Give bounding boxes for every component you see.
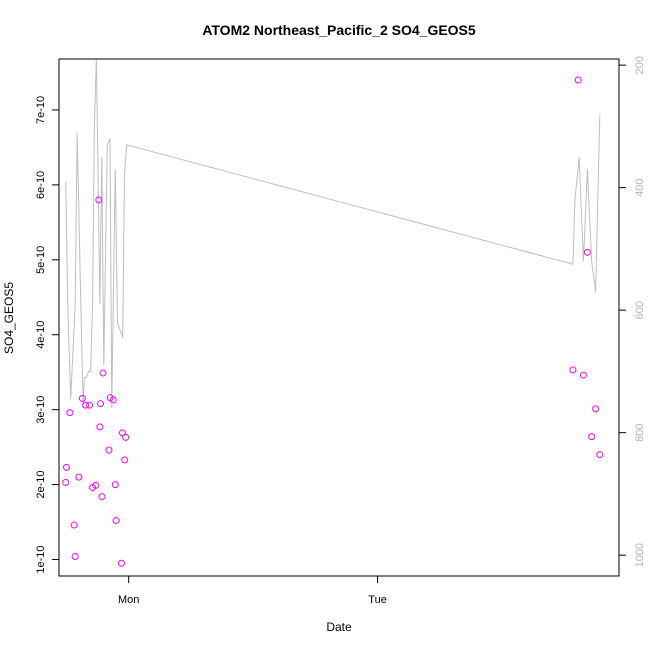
data-point	[596, 451, 604, 459]
x-tick-label: Mon	[118, 594, 139, 606]
data-point	[583, 248, 591, 256]
data-point	[112, 517, 120, 525]
y-tick-label: 2e-10	[35, 471, 47, 499]
y-tick-label: 3e-10	[35, 396, 47, 424]
data-point	[121, 456, 129, 464]
data-point	[588, 433, 596, 441]
data-point	[574, 76, 582, 84]
data-point	[71, 553, 79, 561]
y2-tick-label: 400	[634, 178, 646, 196]
y2-tick-label: 600	[634, 301, 646, 319]
data-point	[62, 463, 70, 471]
data-point	[95, 196, 103, 204]
data-point	[99, 369, 107, 377]
data-point	[62, 478, 70, 486]
data-point	[96, 423, 104, 431]
data-point	[97, 400, 105, 408]
data-point	[592, 405, 600, 413]
y-axis-label: SO4_GEOS5	[2, 282, 16, 354]
data-point	[86, 401, 94, 409]
data-point	[579, 371, 587, 379]
data-point	[92, 481, 100, 489]
y2-tick-label: 800	[634, 423, 646, 441]
y-tick-label: 4e-10	[35, 321, 47, 349]
plot-frame	[58, 58, 620, 577]
y-tick-label: 1e-10	[35, 545, 47, 573]
y2-tick-label: 200	[634, 56, 646, 74]
plot-area: 1e-10 2e-10 3e-10 4e-10 5e-10 6e-10 7e-10 200 40…	[35, 56, 646, 606]
y2-tick-label: 1000	[634, 543, 646, 567]
data-point	[569, 366, 577, 374]
data-point	[105, 446, 113, 454]
data-point	[111, 481, 119, 489]
data-point	[78, 394, 86, 402]
data-point	[82, 401, 90, 409]
data-point	[109, 396, 117, 404]
x-axis-label: Date	[326, 620, 352, 634]
data-point	[117, 559, 125, 567]
data-point	[66, 409, 74, 417]
x-tick-label: Tue	[368, 594, 387, 606]
data-point	[118, 429, 126, 437]
data-point	[122, 433, 130, 441]
data-point	[70, 521, 78, 529]
y-tick-label: 7e-10	[35, 96, 47, 124]
chart-title: ATOM2 Northeast_Pacific_2 SO4_GEOS5	[202, 22, 476, 38]
data-point	[75, 473, 83, 481]
y-tick-label: 5e-10	[35, 246, 47, 274]
y-tick-label: 6e-10	[35, 171, 47, 199]
series-line	[65, 59, 601, 409]
data-point	[98, 493, 106, 501]
